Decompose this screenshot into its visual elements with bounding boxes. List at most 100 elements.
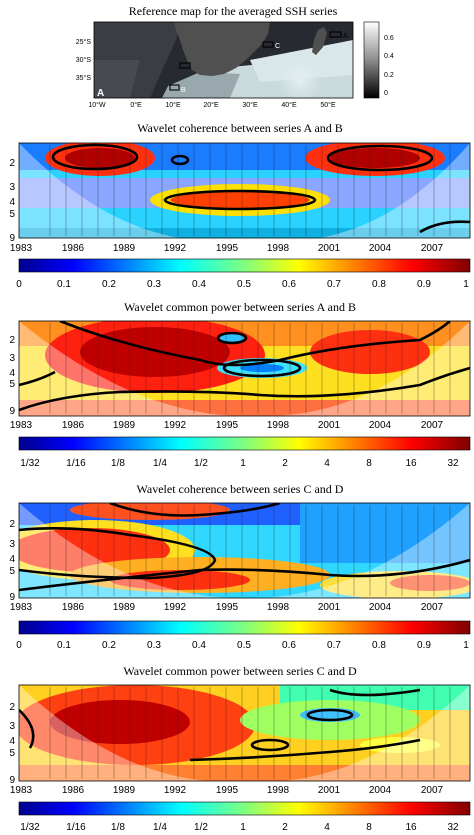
cbar-tick: 1: [240, 458, 246, 469]
lon-label: 10°W: [88, 101, 106, 109]
panel-b-y-ticks: 2 3 4 5 9: [9, 158, 15, 244]
x-tick: 2001: [318, 243, 341, 254]
cbar-tick: 1/32: [20, 822, 40, 833]
x-tick: 2007: [421, 420, 444, 431]
cbar-tick: 1/16: [66, 822, 86, 833]
x-tick: 1986: [62, 785, 85, 796]
panel-c-label: C: [5, 398, 12, 409]
x-tick: 1989: [113, 243, 136, 254]
panel-c-colorbar-ticks: 1/32 1/16 1/8 1/4 1/2 1 2 4 8 16 32: [20, 458, 459, 469]
cbar-tick: 0.4: [192, 279, 206, 290]
map-frame: [93, 21, 354, 99]
cbar-tick: 2: [282, 458, 288, 469]
cbar-tick: 0.6: [282, 640, 296, 651]
y-tick: 9: [9, 592, 15, 603]
lat-label: 25°S: [76, 38, 92, 46]
x-tick: 1995: [216, 420, 239, 431]
cbar-tick: 0.2: [102, 279, 116, 290]
panel-d-colorbar: [18, 620, 471, 635]
cbar-tick: 0.3: [147, 640, 161, 651]
y-tick: 2: [9, 335, 15, 346]
panel-e-heatmap: [19, 685, 470, 781]
cbar-tick: 16: [405, 458, 417, 469]
cbar-tick: 4: [324, 822, 330, 833]
cbar-tick: 2: [282, 822, 288, 833]
y-tick: 4: [9, 554, 15, 565]
x-tick: 1992: [164, 243, 187, 254]
panel-d-y-ticks: 2 3 4 5 9: [9, 519, 15, 603]
x-tick: 1983: [10, 602, 33, 613]
map-cbar-tick: 0.6: [384, 35, 394, 42]
cbar-tick: 0.2: [102, 640, 116, 651]
x-tick: 2001: [318, 602, 341, 613]
y-tick: 3: [9, 539, 15, 550]
box-label-c: C: [275, 43, 280, 50]
panel-e-x-ticks: 1983 1986 1989 1992 1995 1998 2001 2004 …: [10, 785, 444, 796]
y-tick: 3: [9, 353, 15, 364]
box-b: [169, 84, 180, 91]
panel-b-x-ticks: 1983 1986 1989 1992 1995 1998 2001 2004 …: [10, 243, 444, 254]
map-panel-label: A: [97, 88, 104, 99]
x-tick: 1983: [10, 243, 33, 254]
x-tick: 2007: [421, 602, 444, 613]
cbar-tick: 1/2: [194, 458, 208, 469]
map-cbar-tick: 0.4: [384, 53, 394, 60]
cbar-tick: 1: [463, 640, 469, 651]
cbar-tick: 8: [366, 822, 372, 833]
cbar-tick: 8: [366, 458, 372, 469]
map-colorbar-ticks: 0.6 0.4 0.2 0: [384, 35, 394, 97]
lon-label: 0°E: [130, 101, 142, 109]
y-tick: 5: [9, 566, 15, 577]
y-tick: 2: [9, 519, 15, 530]
africa-landmass: [174, 22, 270, 76]
x-tick: 1998: [267, 420, 290, 431]
x-tick: 1992: [164, 420, 187, 431]
y-tick: 5: [9, 748, 15, 759]
map-lon-labels: 10°W 0°E 10°E 20°E 30°E 40°E 50°E: [88, 101, 336, 109]
x-tick: 1995: [216, 785, 239, 796]
cbar-tick: 32: [447, 822, 459, 833]
panel-e-colorbar: [18, 801, 471, 816]
panel-d-label: D: [5, 588, 12, 599]
lon-label: 10°E: [165, 101, 181, 109]
cbar-tick: 0.4: [192, 640, 206, 651]
cbar-tick: 0.9: [417, 640, 431, 651]
panel-c-title: Wavelet common power between series A an…: [124, 300, 356, 314]
y-tick: 9: [9, 775, 15, 786]
x-tick: 1998: [267, 602, 290, 613]
x-tick: 1986: [62, 243, 85, 254]
cbar-tick: 1/8: [111, 822, 125, 833]
y-tick: 3: [9, 182, 15, 193]
x-tick: 1998: [267, 785, 290, 796]
x-tick: 1986: [62, 420, 85, 431]
lon-label: 40°E: [281, 101, 297, 109]
x-tick: 1983: [10, 420, 33, 431]
cbar-tick: 1/2: [194, 822, 208, 833]
panel-e-title: Wavelet common power between series C an…: [123, 664, 357, 678]
map-lat-labels: 25°S 30°S 35°S: [76, 38, 92, 82]
panel-d-title: Wavelet coherence between series C and D: [137, 482, 344, 496]
y-tick: 5: [9, 379, 15, 390]
y-tick: 2: [9, 158, 15, 169]
panel-b-title: Wavelet coherence between series A and B: [137, 121, 343, 135]
x-tick: 2004: [369, 420, 392, 431]
panel-b-label: B: [5, 221, 12, 232]
cbar-tick: 0: [16, 640, 22, 651]
panel-d-heatmap: [19, 503, 470, 598]
cbar-tick: 16: [405, 822, 417, 833]
cbar-tick: 0.1: [57, 640, 71, 651]
cbar-tick: 0.5: [237, 279, 251, 290]
y-tick: 3: [9, 721, 15, 732]
x-tick: 1995: [216, 243, 239, 254]
x-tick: 1992: [164, 602, 187, 613]
map-colorbar: [363, 21, 380, 99]
lon-label: 50°E: [320, 101, 336, 109]
cbar-tick: 32: [447, 458, 459, 469]
box-label-a: A: [343, 33, 348, 40]
panel-c-x-ticks: 1983 1986 1989 1992 1995 1998 2001 2004 …: [10, 420, 444, 431]
map-cbar-tick: 0: [384, 90, 388, 97]
lat-label: 30°S: [76, 56, 92, 64]
box-label-b: B: [181, 87, 186, 94]
panel-c-heatmap: [19, 321, 470, 416]
